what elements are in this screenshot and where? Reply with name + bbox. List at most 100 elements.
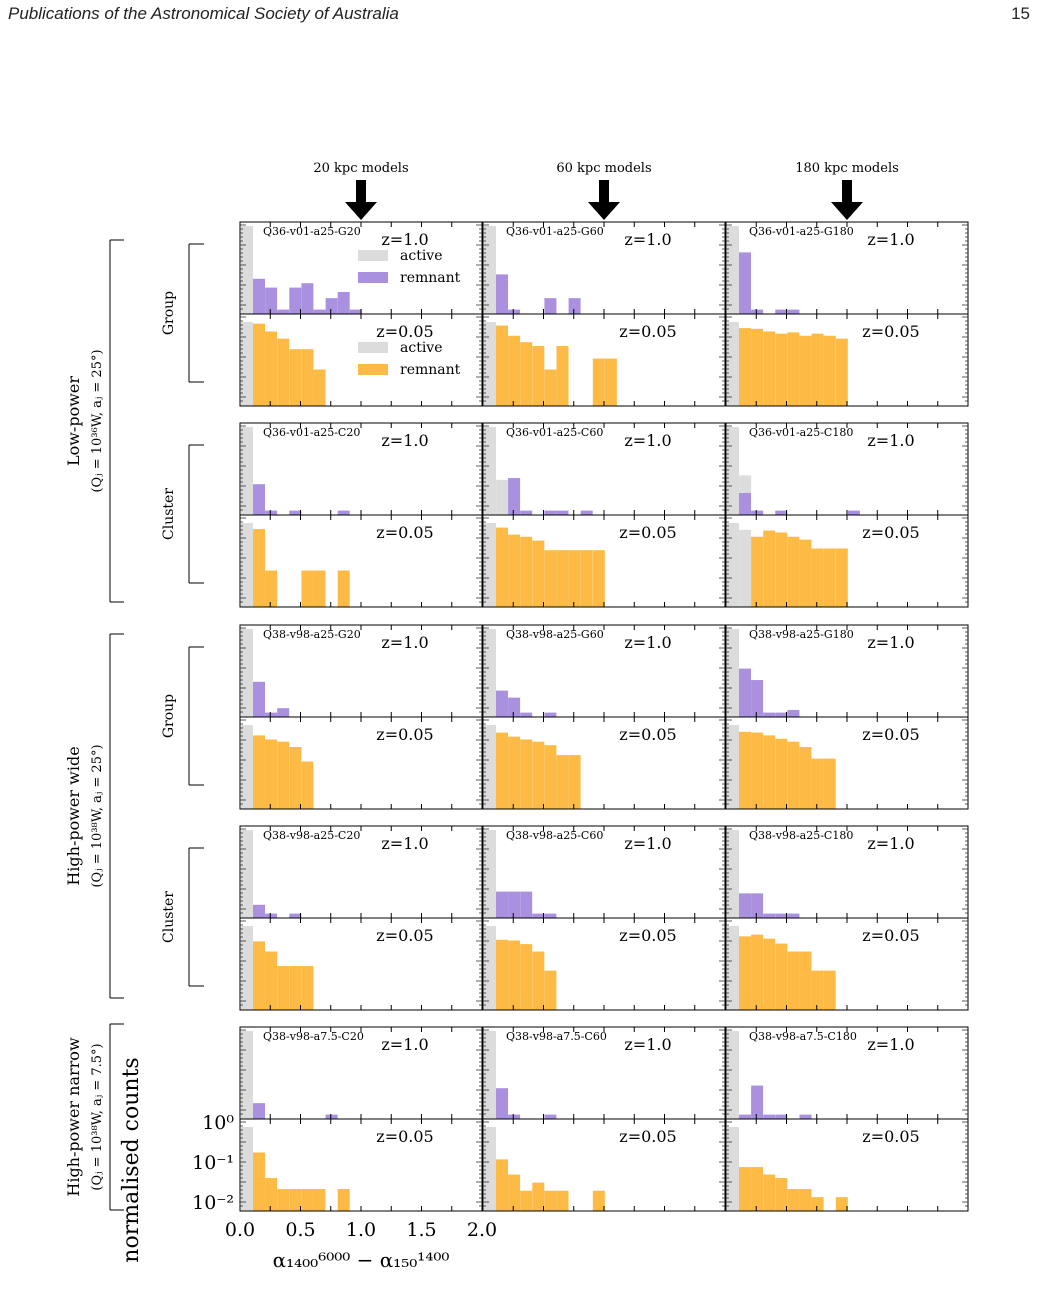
redshift-label: z=0.05 <box>619 725 676 744</box>
remnant-bar <box>508 891 521 918</box>
remnant-bar <box>775 532 788 607</box>
remnant-bar <box>496 1088 508 1119</box>
remnant-bar <box>337 1189 350 1211</box>
remnant-bar <box>592 1190 605 1211</box>
redshift-label: z=0.05 <box>619 926 676 945</box>
arrow-shaft <box>599 180 609 202</box>
arrow-head <box>831 202 863 220</box>
remnant-bar <box>508 478 521 515</box>
active-bar <box>484 725 496 809</box>
remnant-bar <box>556 550 569 607</box>
remnant-bar <box>739 328 751 406</box>
remnant-bar <box>568 550 581 607</box>
model-name: Q38-v98-a25-G180 <box>749 628 854 641</box>
remnant-bar <box>301 966 314 1010</box>
remnant-bar <box>277 309 290 314</box>
remnant-bar <box>739 668 751 717</box>
remnant-bar <box>823 758 836 809</box>
redshift-label: z=0.05 <box>376 322 433 341</box>
model-name: Q38-v98-a25-C180 <box>749 829 853 842</box>
regime-label-params: (Qⱼ = 10³⁸W, aⱼ = 7.5°) <box>90 1043 105 1190</box>
column-header: 180 kpc models <box>795 161 899 176</box>
remnant-bar <box>532 540 545 607</box>
model-name: Q38-v98-a25-C60 <box>506 829 603 842</box>
remnant-bar <box>739 893 751 918</box>
arrow-shaft <box>356 180 366 202</box>
active-bar <box>241 926 253 1010</box>
remnant-bar <box>751 732 764 809</box>
remnant-bar <box>568 755 581 809</box>
remnant-bar <box>775 738 788 809</box>
column-header: 20 kpc models <box>313 161 408 176</box>
page-number: 15 <box>1011 4 1030 23</box>
legend-swatch-remnant <box>358 272 388 283</box>
remnant-bar <box>289 913 302 918</box>
remnant-bar <box>544 745 557 809</box>
redshift-label: z=0.05 <box>619 523 676 542</box>
remnant-bar <box>289 349 302 406</box>
remnant-bar <box>544 550 557 607</box>
redshift-label: z=1.0 <box>624 834 671 853</box>
legend-label-active: active <box>400 340 443 356</box>
arrow-head <box>345 202 377 220</box>
remnant-bar <box>835 548 848 607</box>
redshift-label: z=1.0 <box>624 633 671 652</box>
model-name: Q36-v01-a25-G20 <box>263 225 361 238</box>
remnant-bar <box>265 331 278 406</box>
remnant-bar <box>799 539 812 607</box>
remnant-bar <box>799 1114 812 1119</box>
remnant-bar <box>289 746 302 809</box>
remnant-bar <box>763 938 776 1010</box>
remnant-bar <box>289 1189 302 1211</box>
arrow-shaft <box>842 180 852 202</box>
active-bar <box>241 830 253 918</box>
remnant-bar <box>556 346 569 406</box>
remnant-bar <box>508 736 521 809</box>
remnant-bar <box>301 570 314 607</box>
redshift-label: z=0.05 <box>376 926 433 945</box>
remnant-bar <box>799 746 812 809</box>
remnant-bar <box>592 358 605 406</box>
remnant-bar <box>508 534 521 607</box>
remnant-bar <box>520 739 533 809</box>
active-bar <box>739 529 752 607</box>
remnant-bar <box>277 338 290 406</box>
remnant-bar <box>496 732 508 809</box>
redshift-label: z=0.05 <box>376 725 433 744</box>
remnant-bar <box>763 913 776 918</box>
remnant-bar <box>277 708 290 717</box>
remnant-bar <box>580 550 593 607</box>
remnant-bar <box>787 741 800 809</box>
remnant-bar <box>520 510 533 515</box>
remnant-bar <box>775 333 788 406</box>
remnant-bar <box>253 323 265 406</box>
remnant-bar <box>787 332 800 406</box>
remnant-bar <box>751 536 764 607</box>
remnant-bar <box>556 1190 569 1211</box>
remnant-bar <box>508 1174 521 1211</box>
remnant-bar <box>604 358 617 406</box>
remnant-bar <box>823 548 836 607</box>
redshift-label: z=0.05 <box>862 926 919 945</box>
remnant-bar <box>835 338 848 406</box>
active-bar <box>727 1031 739 1119</box>
model-name: Q38-v98-a25-G60 <box>506 628 604 641</box>
remnant-bar <box>775 309 788 314</box>
legend-label-remnant: remnant <box>400 362 461 378</box>
remnant-bar <box>325 1114 338 1119</box>
active-bar <box>727 427 739 515</box>
active-bar <box>484 830 496 918</box>
model-name: Q38-v98-a7.5-C20 <box>263 1030 364 1043</box>
redshift-label: z=0.05 <box>862 725 919 744</box>
remnant-bar <box>496 1159 508 1211</box>
remnant-bar <box>253 735 265 809</box>
remnant-bar <box>508 1114 521 1119</box>
remnant-bar <box>739 1167 751 1211</box>
remnant-bar <box>811 1197 824 1211</box>
model-name: Q36-v01-a25-C20 <box>263 426 360 439</box>
legend-swatch-remnant <box>358 364 388 375</box>
remnant-bar <box>265 570 278 607</box>
remnant-bar <box>508 697 521 717</box>
legend-label-remnant: remnant <box>400 270 461 286</box>
active-bar <box>241 226 253 314</box>
